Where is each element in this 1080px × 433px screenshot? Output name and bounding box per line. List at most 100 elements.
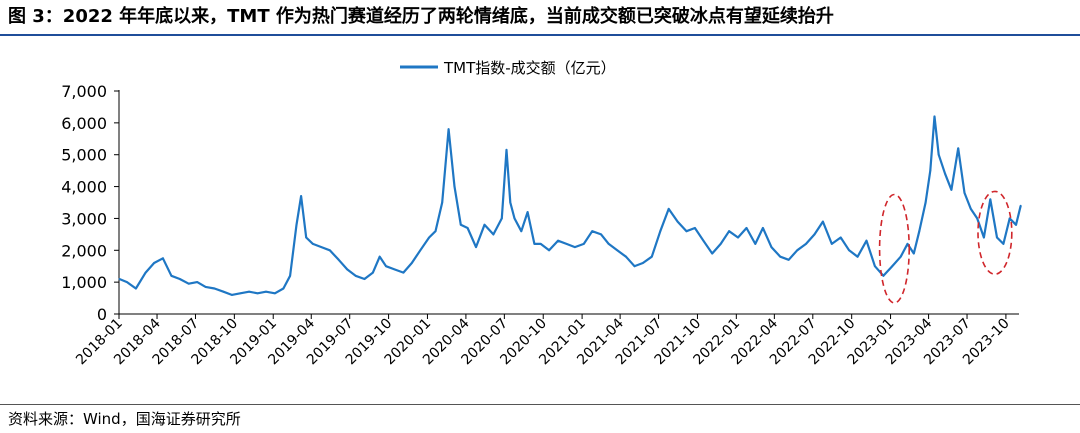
data-point: [918, 230, 921, 233]
data-point: [719, 243, 722, 245]
data-point: [337, 258, 340, 261]
data-point: [248, 290, 251, 293]
data-point: [574, 246, 576, 249]
data-point: [153, 262, 156, 264]
data-point: [187, 282, 190, 285]
chart-legend: TMT指数-成交额（亿元）: [400, 59, 616, 77]
data-point: [320, 246, 323, 249]
data-point: [891, 265, 894, 268]
data-point: [607, 243, 610, 245]
data-point: [354, 274, 357, 277]
data-point: [659, 230, 662, 233]
data-point: [222, 290, 225, 293]
data-point: [118, 278, 121, 280]
data-point: [642, 262, 644, 264]
data-point: [762, 227, 764, 229]
data-point: [694, 227, 696, 229]
data-point: [600, 233, 602, 236]
data-point: [475, 246, 477, 249]
bottom-rule: [0, 404, 1080, 405]
data-point: [848, 249, 850, 252]
data-point: [822, 220, 824, 223]
data-point: [500, 217, 503, 220]
data-point: [912, 252, 915, 255]
data-point: [213, 287, 216, 290]
data-point: [447, 128, 450, 131]
data-point: [582, 243, 585, 245]
series-layer: [118, 115, 1022, 296]
data-point: [419, 249, 422, 252]
data-point: [728, 230, 730, 233]
data-point: [933, 115, 936, 118]
data-point: [1015, 223, 1017, 226]
data-point: [944, 172, 946, 175]
data-point: [346, 268, 349, 271]
data-point: [787, 258, 790, 261]
data-point: [796, 249, 799, 252]
data-point: [372, 271, 374, 274]
data-point: [557, 239, 559, 242]
data-point: [625, 255, 627, 258]
data-point: [393, 268, 396, 271]
y-tick-label: 7,000: [61, 82, 107, 101]
data-point: [565, 243, 568, 245]
data-point: [1019, 204, 1022, 207]
data-point: [950, 188, 953, 191]
data-point: [363, 278, 366, 280]
data-point: [813, 233, 816, 236]
x-axis: 2018-012018-042018-072018-102019-012019-…: [73, 313, 1019, 368]
y-tick-label: 5,000: [61, 146, 107, 165]
data-point: [505, 149, 508, 151]
data-point: [483, 223, 486, 226]
data-point: [539, 243, 542, 245]
data-point: [779, 255, 782, 258]
data-point: [305, 236, 308, 239]
data-point: [378, 255, 381, 258]
data-point: [548, 249, 550, 252]
y-tick-label: 3,000: [61, 209, 107, 228]
series-line: [118, 115, 1022, 296]
data-point: [466, 227, 469, 229]
data-point: [533, 243, 536, 245]
data-point: [633, 265, 636, 268]
data-point: [289, 274, 291, 277]
data-point: [745, 227, 748, 229]
y-tick-label: 6,000: [61, 114, 107, 133]
data-point: [239, 292, 242, 295]
data-point: [428, 236, 430, 239]
data-point: [170, 274, 173, 277]
data-point: [135, 287, 137, 290]
data-point: [937, 153, 940, 156]
data-point: [667, 208, 670, 210]
data-point: [385, 265, 387, 268]
y-tick-label: 2,000: [61, 241, 107, 260]
data-point: [711, 252, 714, 255]
y-axis: 0 1,000 2,000 3,000 4,000 5,000 6,000 7,000: [61, 82, 120, 324]
data-point: [591, 230, 594, 233]
data-point: [957, 147, 960, 150]
data-point: [1002, 243, 1005, 245]
annotation-layer: [878, 190, 1013, 304]
data-point: [256, 292, 259, 295]
data-point: [702, 239, 705, 242]
data-point: [230, 294, 233, 296]
data-point: [300, 195, 302, 198]
data-point: [459, 223, 462, 226]
data-point: [178, 278, 181, 280]
data-point: [196, 281, 199, 283]
data-point: [856, 255, 859, 258]
data-point: [929, 169, 932, 172]
highlight-ellipse: [977, 190, 1013, 275]
data-point: [989, 198, 992, 201]
data-point: [882, 274, 885, 277]
data-point: [402, 271, 405, 274]
figure-title: 图 3：2022 年年底以来，TMT 作为热门赛道经历了两轮情绪底，当前成交额已…: [8, 6, 834, 27]
data-point: [410, 262, 413, 264]
data-point: [924, 201, 927, 204]
data-point: [676, 220, 679, 223]
data-point: [963, 192, 966, 194]
data-point: [526, 211, 529, 214]
data-point: [513, 217, 516, 220]
data-point: [265, 290, 267, 293]
data-point: [737, 236, 739, 239]
